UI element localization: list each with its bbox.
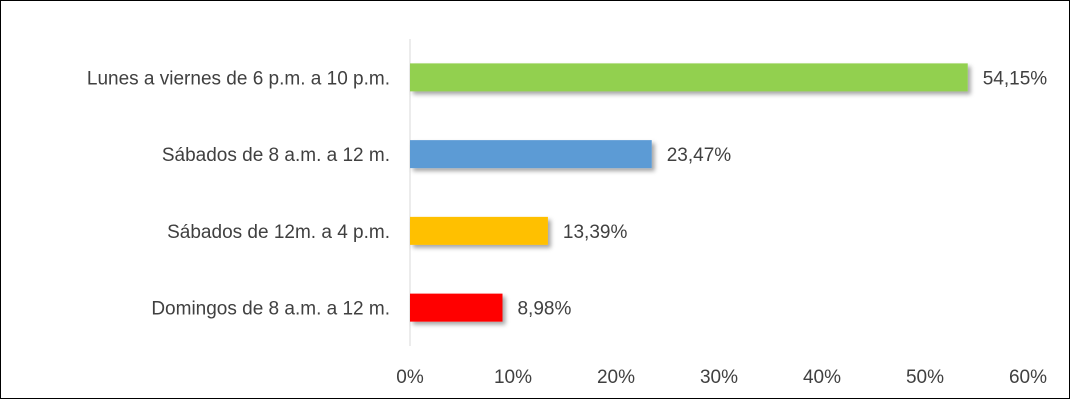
- bar: [410, 140, 652, 169]
- x-tick-label: 40%: [803, 367, 841, 388]
- x-tick-label: 20%: [597, 367, 635, 388]
- data-label: 23,47%: [667, 145, 732, 166]
- category-label: Sábados de 8 a.m. a 12 m.: [162, 145, 390, 166]
- data-label: 13,39%: [563, 222, 628, 243]
- bar: [410, 216, 548, 245]
- data-label: 8,98%: [517, 299, 571, 320]
- bar: [410, 63, 968, 92]
- data-label: 54,15%: [983, 68, 1048, 89]
- bar: [410, 293, 503, 322]
- x-tick-label: 50%: [906, 367, 944, 388]
- category-label: Lunes a viernes de 6 p.m. a 10 p.m.: [87, 68, 390, 89]
- x-tick-label: 0%: [396, 367, 424, 388]
- x-tick-label: 30%: [700, 367, 738, 388]
- category-label: Domingos de 8 a.m. a 12 m.: [151, 299, 390, 320]
- x-tick-label: 10%: [494, 367, 532, 388]
- category-label: Sábados de 12m. a 4 p.m.: [167, 222, 390, 243]
- x-tick-label: 60%: [1009, 367, 1047, 388]
